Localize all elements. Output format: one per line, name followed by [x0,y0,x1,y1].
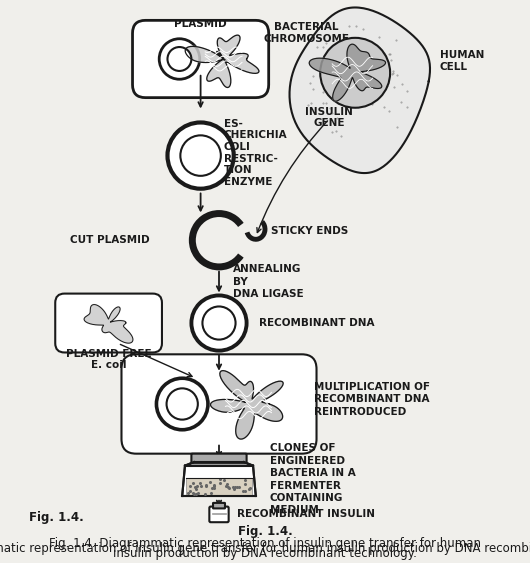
FancyBboxPatch shape [55,293,162,352]
Text: CUT PLASMID: CUT PLASMID [70,235,150,245]
Circle shape [191,296,246,351]
FancyBboxPatch shape [213,503,225,508]
Circle shape [202,306,235,339]
Circle shape [156,378,208,430]
Text: insulin production by DNA recombinant technology.: insulin production by DNA recombinant te… [113,547,417,560]
Text: RECOMBINANT DNA: RECOMBINANT DNA [259,318,374,328]
Polygon shape [210,370,283,439]
Text: Diagrammatic representation of insulin gene transfer for human insulin productio: Diagrammatic representation of insulin g… [0,542,530,555]
Polygon shape [182,466,256,496]
FancyBboxPatch shape [191,454,246,463]
Circle shape [320,38,390,108]
Text: Fig. 1.4. Diagrammatic representation of insulin gene transfer for human: Fig. 1.4. Diagrammatic representation of… [49,537,481,550]
FancyBboxPatch shape [132,20,269,97]
Circle shape [167,123,234,189]
Polygon shape [84,305,133,343]
Polygon shape [185,462,253,466]
FancyBboxPatch shape [209,507,228,522]
Circle shape [180,135,221,176]
Text: ES-
CHERICHIA
COLI
RESTRIC-
TION
ENZYME: ES- CHERICHIA COLI RESTRIC- TION ENZYME [224,119,287,187]
Text: CLONES OF
ENGINEERED
BACTERIA IN A
FERMENTER
CONTAINING
MEDIUM: CLONES OF ENGINEERED BACTERIA IN A FERME… [270,444,355,516]
Text: PLASMID: PLASMID [174,19,227,29]
Text: Fig. 1.4.: Fig. 1.4. [29,511,83,524]
Circle shape [159,39,200,79]
Polygon shape [289,7,430,173]
Text: PLASMID FREE
E. coil: PLASMID FREE E. coil [66,349,152,370]
Polygon shape [309,44,385,101]
Text: INSULIN
GENE: INSULIN GENE [305,107,354,128]
Text: ANNEALING
BY
DNA LIGASE: ANNEALING BY DNA LIGASE [233,264,303,299]
Text: BACTERIAL
CHROMOSOME: BACTERIAL CHROMOSOME [263,22,349,44]
Text: Fig. 1.4.: Fig. 1.4. [237,525,293,538]
Polygon shape [185,35,259,87]
Text: MULTIPLICATION OF
RECOMBINANT DNA
REINTRODUCED: MULTIPLICATION OF RECOMBINANT DNA REINTR… [314,382,430,417]
FancyBboxPatch shape [121,354,316,454]
Text: HUMAN
CELL: HUMAN CELL [440,50,484,72]
Circle shape [167,47,191,71]
Text: RECOMBINANT INSULIN: RECOMBINANT INSULIN [237,510,375,520]
Polygon shape [186,477,252,495]
Circle shape [166,388,198,419]
Text: STICKY ENDS: STICKY ENDS [271,226,349,236]
